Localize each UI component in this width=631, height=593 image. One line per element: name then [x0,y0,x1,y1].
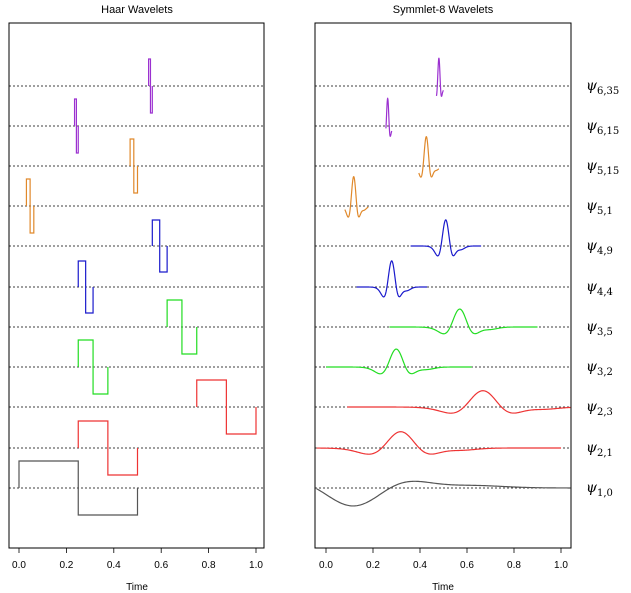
haar-x-axis: 0.0 0.2 0.4 0.6 0.8 1.0 [12,547,263,571]
symmlet-baselines [315,85,571,489]
haar-wavelet-line [73,98,79,154]
symmlet-wavelet-line [326,348,472,375]
symmlet-wavelet-line [435,57,444,97]
symmlet-wavelet-line [410,219,482,257]
haar-panel: Haar Wavelets 0.0 0.2 0.4 0.6 0.8 1.0 Time [8,4,265,593]
row-label: ψ6,15 [586,118,619,137]
symmlet-wavelet-line [385,97,393,137]
haar-wavelet-line [77,339,109,395]
symmlet-wavelet-line [356,260,428,298]
tick-label: 0.6 [154,560,168,571]
tick-label: 0.6 [460,560,474,571]
symmlet-title: Symmlet-8 Wavelets [393,4,494,16]
tick-label: 1.0 [554,560,568,571]
tick-label: 0.4 [107,560,121,571]
row-label: ψ3,5 [586,319,613,338]
symmlet-curves [316,57,571,507]
haar-xlabel: Time [126,582,148,593]
haar-curves [18,58,257,516]
symmlet-wavelet-line [389,308,538,335]
symmlet-wavelet-line [418,136,440,178]
haar-wavelet-line [77,260,94,314]
haar-plot-frame [8,22,265,549]
symmlet-wavelet-line [347,390,571,414]
tick-label: 0.0 [319,560,333,571]
symmlet-xlabel: Time [432,582,454,593]
haar-wavelet-line [148,58,153,114]
tick-label: 1.0 [249,560,263,571]
wavelet-row-labels: ψ6,35 ψ6,15 ψ5,15 ψ5,1 ψ4,9 ψ4,4 ψ3,5 ψ3,2 ψ2,3 ψ… [586,78,619,499]
tick-label: 0.2 [59,560,73,571]
symmlet-panel: Symmlet-8 Wavelets 0.0 0.2 0.4 0.6 0.8 1.0 Ti… [314,4,572,593]
row-label: ψ2,1 [586,440,613,459]
tick-label: 0.8 [507,560,521,571]
haar-wavelet-line [129,138,139,194]
row-label: ψ6,35 [586,78,619,97]
row-label: ψ4,9 [586,238,613,257]
haar-wavelet-line [77,420,139,476]
symmlet-wavelet-line [316,480,571,507]
haar-wavelet-line [18,460,139,516]
symmlet-wavelet-line [316,431,561,455]
haar-wavelet-line [196,379,257,435]
row-label: ψ4,4 [586,279,613,298]
row-label: ψ2,3 [586,399,613,418]
symmlet-plot-frame [314,22,572,549]
symmlet-wavelet-line [344,176,369,218]
row-label: ψ5,15 [586,158,619,177]
row-label: ψ3,2 [586,359,613,378]
haar-wavelet-line [25,178,35,234]
row-label: ψ1,0 [586,480,613,499]
haar-wavelet-line [166,299,198,355]
tick-label: 0.0 [12,560,26,571]
tick-label: 0.8 [202,560,216,571]
symmlet-x-axis: 0.0 0.2 0.4 0.6 0.8 1.0 [319,547,568,571]
haar-title: Haar Wavelets [101,4,173,16]
haar-baselines [9,85,264,489]
haar-wavelet-line [151,219,168,273]
tick-label: 0.4 [413,560,427,571]
row-label: ψ5,1 [586,198,613,217]
tick-label: 0.2 [366,560,380,571]
